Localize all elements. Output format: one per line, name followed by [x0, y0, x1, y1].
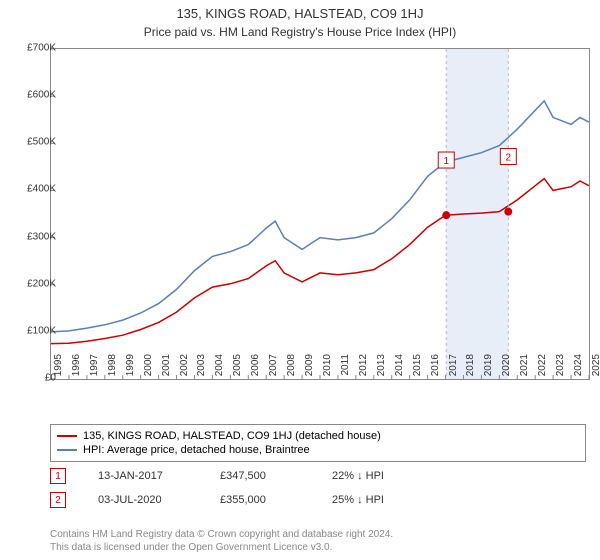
x-tick-label: 2000 — [143, 354, 154, 384]
x-tick-label: 2016 — [430, 354, 441, 384]
y-tick-label: £100K — [12, 325, 56, 336]
chart-subtitle: Price paid vs. HM Land Registry's House … — [0, 21, 600, 43]
x-tick-label: 2021 — [519, 354, 530, 384]
y-tick-label: £0 — [12, 373, 56, 384]
svg-text:1: 1 — [443, 156, 449, 167]
x-tick-label: 2008 — [286, 354, 297, 384]
sale-row: 1 13-JAN-2017 £347,500 22% ↓ HPI — [50, 468, 586, 484]
x-tick-label: 1998 — [107, 354, 118, 384]
x-tick-label: 2025 — [591, 354, 600, 384]
x-tick-label: 2017 — [448, 354, 459, 384]
x-tick-label: 1996 — [71, 354, 82, 384]
footer-line: This data is licensed under the Open Gov… — [50, 541, 393, 554]
x-tick-label: 2013 — [376, 354, 387, 384]
footer-line: Contains HM Land Registry data © Crown c… — [50, 528, 393, 541]
x-tick-label: 2020 — [501, 354, 512, 384]
chart-title: 135, KINGS ROAD, HALSTEAD, CO9 1HJ — [0, 0, 600, 21]
sale-row: 2 03-JUL-2020 £355,000 25% ↓ HPI — [50, 492, 586, 508]
x-tick-label: 2018 — [465, 354, 476, 384]
x-tick-label: 2010 — [322, 354, 333, 384]
x-tick-label: 2014 — [394, 354, 405, 384]
x-tick-label: 2015 — [412, 354, 423, 384]
chart-svg: 12 — [51, 49, 589, 379]
x-tick-label: 2022 — [537, 354, 548, 384]
y-tick-label: £600K — [12, 90, 56, 101]
sale-date: 03-JUL-2020 — [98, 494, 188, 506]
legend-label: HPI: Average price, detached house, Brai… — [83, 444, 310, 456]
x-tick-label: 2009 — [304, 354, 315, 384]
sale-price: £347,500 — [220, 470, 300, 482]
svg-text:2: 2 — [506, 153, 512, 164]
x-tick-label: 2002 — [179, 354, 190, 384]
legend: 135, KINGS ROAD, HALSTEAD, CO9 1HJ (deta… — [50, 424, 586, 462]
x-tick-label: 2004 — [214, 354, 225, 384]
footer: Contains HM Land Registry data © Crown c… — [50, 528, 393, 554]
x-tick-label: 2005 — [232, 354, 243, 384]
x-tick-label: 2019 — [483, 354, 494, 384]
x-tick-label: 1999 — [125, 354, 136, 384]
sale-marker-icon: 1 — [50, 468, 66, 484]
y-tick-label: £500K — [12, 137, 56, 148]
legend-swatch — [57, 435, 77, 437]
x-tick-label: 1995 — [53, 354, 64, 384]
x-tick-label: 2006 — [250, 354, 261, 384]
sale-delta: 22% ↓ HPI — [332, 470, 384, 482]
legend-item: 135, KINGS ROAD, HALSTEAD, CO9 1HJ (deta… — [57, 429, 579, 443]
legend-swatch — [57, 449, 77, 451]
legend-label: 135, KINGS ROAD, HALSTEAD, CO9 1HJ (deta… — [83, 430, 381, 442]
x-tick-label: 2003 — [196, 354, 207, 384]
x-tick-label: 2012 — [358, 354, 369, 384]
sale-marker-icon: 2 — [50, 492, 66, 508]
y-tick-label: £200K — [12, 278, 56, 289]
y-tick-label: £700K — [12, 43, 56, 54]
sale-price: £355,000 — [220, 494, 300, 506]
x-tick-label: 2024 — [573, 354, 584, 384]
x-tick-label: 2001 — [161, 354, 172, 384]
x-tick-label: 2011 — [340, 354, 351, 384]
y-tick-label: £300K — [12, 231, 56, 242]
plot-area: 12 — [50, 48, 590, 380]
x-tick-label: 2023 — [555, 354, 566, 384]
x-tick-label: 2007 — [268, 354, 279, 384]
sale-delta: 25% ↓ HPI — [332, 494, 384, 506]
legend-item: HPI: Average price, detached house, Brai… — [57, 443, 579, 457]
y-tick-label: £400K — [12, 184, 56, 195]
chart-container: 135, KINGS ROAD, HALSTEAD, CO9 1HJ Price… — [0, 0, 600, 560]
x-tick-label: 1997 — [89, 354, 100, 384]
sale-date: 13-JAN-2017 — [98, 470, 188, 482]
